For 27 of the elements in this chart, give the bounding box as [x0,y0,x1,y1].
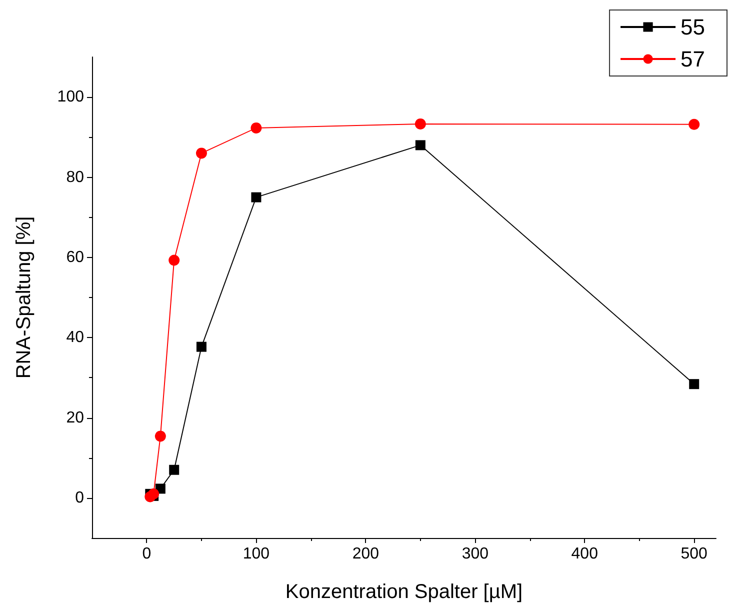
y-tick-label: 80 [66,168,84,186]
point [169,464,180,475]
y-tick-label: 0 [75,489,84,506]
point [688,118,700,130]
y-tick-label: 60 [66,248,84,266]
legend-label: 55 [680,14,706,40]
x-tick-label: 500 [680,546,708,562]
point [168,254,180,266]
x-axis-title: Konzentration Spalter [µM] [285,581,523,603]
point [154,430,166,442]
point [689,379,700,390]
point [196,342,206,352]
legend-label: 57 [680,46,706,72]
x-tick-label: 300 [462,546,489,562]
y-tick-label: 100 [57,88,84,106]
y-tick-label: 20 [66,409,84,426]
point [250,122,262,134]
x-tick-label: 100 [242,546,270,562]
y-axis-title: RNA-Spaltung [%] [13,216,35,379]
x-tick-label: 200 [352,546,380,562]
point [196,148,207,159]
x-tick-label: 0 [142,546,152,562]
point [414,118,426,130]
point [251,192,262,202]
y-tick-label: 40 [66,329,84,346]
x-tick-label: 400 [571,546,598,562]
point [415,140,426,150]
